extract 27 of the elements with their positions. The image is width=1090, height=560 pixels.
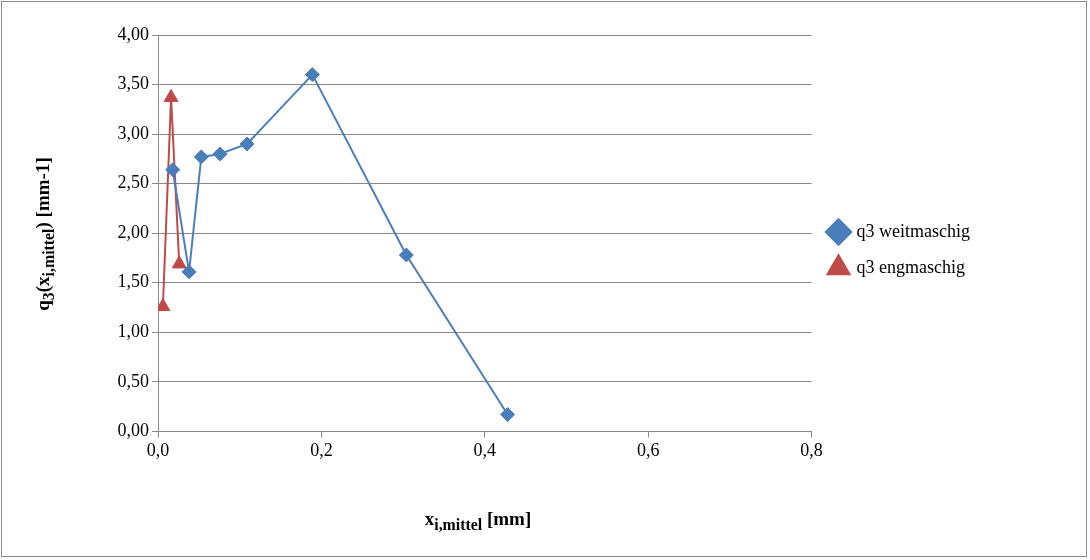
y-tick-label: 1,50 xyxy=(117,271,149,292)
legend-label: q3 engmaschig xyxy=(856,256,966,277)
y-tick-label: 2,00 xyxy=(117,221,149,242)
x-tick-label: 0,8 xyxy=(800,439,823,460)
point xyxy=(165,162,181,178)
x-tick-label: 0,0 xyxy=(146,439,170,460)
y-tick-label: 0,00 xyxy=(117,420,149,441)
point xyxy=(304,67,320,83)
point xyxy=(193,149,209,165)
x-tick-label: 0,6 xyxy=(636,439,660,460)
y-tick-label: 0,50 xyxy=(117,370,149,391)
y-tick-label: 3,50 xyxy=(117,73,149,94)
x-tick-label: 0,2 xyxy=(310,439,333,460)
point xyxy=(398,247,414,263)
x-tick-label: 0,4 xyxy=(473,439,497,460)
y-tick-label: 1,00 xyxy=(117,321,149,342)
point xyxy=(171,255,187,269)
point xyxy=(212,146,228,162)
point xyxy=(158,298,171,312)
y-tick-label: 2,50 xyxy=(117,172,149,193)
legend-label: q3 weitmaschig xyxy=(856,220,971,241)
x-axis-title: x$_{i,mittel}$ [mm] xyxy=(424,508,532,534)
y-tick-label: 3,00 xyxy=(117,122,149,143)
point xyxy=(181,264,197,280)
point xyxy=(239,136,255,152)
point xyxy=(500,407,516,423)
y-tick-label: 4,00 xyxy=(117,23,149,44)
